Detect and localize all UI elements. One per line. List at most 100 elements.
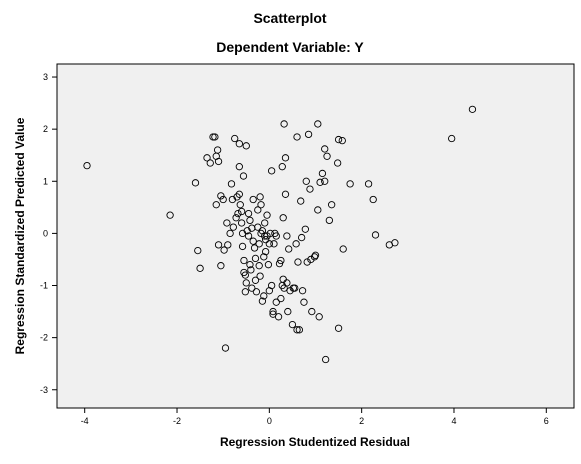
data-point — [221, 344, 230, 352]
data-point — [235, 190, 243, 198]
data-point — [255, 262, 263, 270]
data-point — [448, 134, 456, 143]
plot-area — [56, 63, 575, 409]
data-point — [315, 313, 323, 321]
data-point — [284, 307, 292, 316]
data-point — [302, 177, 310, 185]
data-point — [306, 185, 314, 193]
data-point — [214, 157, 223, 166]
data-point — [238, 242, 247, 251]
data-point — [391, 239, 399, 247]
data-point — [194, 246, 202, 255]
x-axis-ticks: -4 -2 0 2 4 6 — [81, 408, 549, 426]
data-point — [277, 294, 285, 303]
data-point — [244, 209, 253, 218]
data-point — [269, 307, 277, 316]
x-tick-label: -4 — [81, 416, 89, 426]
data-point — [301, 225, 309, 233]
data-point — [298, 233, 306, 242]
y-tick-label: 2 — [43, 124, 48, 134]
chart-title: Scatterplot — [253, 10, 326, 26]
data-point — [227, 180, 236, 188]
y-tick-label: -1 — [40, 281, 48, 291]
y-tick-label: 3 — [43, 72, 48, 82]
data-point — [267, 281, 276, 290]
data-point — [191, 179, 200, 187]
data-point — [166, 211, 174, 219]
data-point — [338, 136, 346, 145]
data-point — [260, 253, 268, 261]
data-point — [328, 201, 336, 209]
data-point — [314, 120, 322, 128]
data-point — [292, 240, 300, 248]
data-point — [246, 216, 254, 225]
data-point — [266, 229, 274, 238]
data-point — [261, 247, 270, 256]
data-point — [252, 288, 261, 296]
data-point — [323, 152, 331, 160]
data-point — [219, 195, 227, 204]
data-point — [241, 271, 249, 279]
data-point — [244, 232, 253, 240]
data-point — [258, 297, 267, 305]
data-point — [250, 244, 259, 252]
data-point — [203, 154, 211, 162]
data-point — [206, 159, 214, 167]
data-point — [220, 246, 228, 254]
data-point — [468, 105, 477, 113]
data-point — [249, 237, 257, 245]
data-point — [213, 146, 222, 154]
data-point — [224, 241, 232, 249]
data-point — [231, 134, 239, 143]
data-point — [314, 206, 322, 214]
data-point — [283, 279, 291, 287]
data-point — [294, 258, 302, 266]
data-point — [293, 133, 301, 141]
data-point — [322, 355, 330, 364]
data-point — [232, 214, 240, 222]
chart-subtitle: Dependent Variable: Y — [216, 39, 364, 55]
data-point — [274, 313, 283, 321]
data-point — [283, 232, 291, 240]
data-point — [280, 120, 288, 128]
y-tick-label: 1 — [43, 176, 48, 186]
data-point — [298, 287, 307, 295]
data-point — [251, 276, 260, 284]
data-point — [235, 163, 243, 171]
data-point — [261, 235, 270, 244]
data-point — [226, 229, 234, 238]
data-point — [234, 209, 242, 218]
data-point — [229, 223, 237, 231]
data-points — [83, 105, 477, 364]
data-point — [256, 193, 264, 201]
data-point — [300, 298, 308, 306]
data-point — [281, 190, 290, 198]
data-point — [217, 262, 225, 270]
data-point — [209, 133, 217, 141]
data-point — [242, 279, 250, 287]
data-point — [304, 130, 313, 139]
data-point — [295, 326, 303, 334]
data-point — [334, 324, 343, 332]
data-point — [267, 167, 276, 175]
data-point — [217, 192, 225, 200]
data-point — [293, 326, 301, 334]
data-point — [235, 140, 243, 148]
data-point — [251, 254, 260, 263]
data-point — [256, 272, 264, 280]
y-tick-label: 0 — [43, 228, 48, 238]
data-point — [316, 178, 324, 186]
data-point — [263, 211, 271, 219]
data-point — [308, 307, 316, 316]
data-point — [278, 163, 286, 171]
data-point — [334, 159, 342, 167]
data-point — [270, 240, 278, 248]
data-point — [321, 177, 329, 185]
data-point — [307, 255, 315, 264]
data-point — [369, 195, 377, 204]
data-point — [297, 197, 305, 205]
data-point — [339, 245, 347, 253]
data-point — [211, 133, 219, 141]
data-point — [272, 298, 280, 306]
data-point — [279, 275, 287, 283]
